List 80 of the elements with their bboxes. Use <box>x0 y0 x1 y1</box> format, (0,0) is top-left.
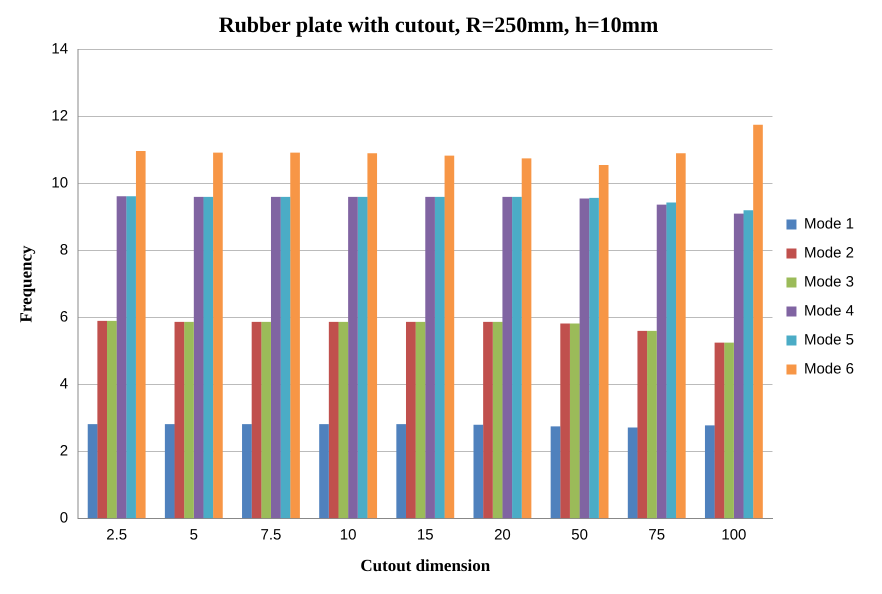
bar <box>724 342 734 518</box>
bar <box>88 424 98 518</box>
bar <box>270 196 281 518</box>
bar <box>280 196 290 518</box>
bar <box>704 425 715 518</box>
x-tick-label: 2.5 <box>106 526 128 544</box>
y-tick-label: 12 <box>51 108 68 125</box>
bar <box>676 153 686 518</box>
y-tick-label: 0 <box>60 510 68 527</box>
bar <box>348 196 358 518</box>
x-tick-label: 20 <box>494 526 511 544</box>
x-tick-label: 75 <box>648 526 666 544</box>
bar <box>734 214 744 518</box>
bar <box>261 322 271 518</box>
bar <box>396 424 406 518</box>
x-axis-title: Cutout dimension <box>360 556 491 576</box>
legend-label: Mode 3 <box>804 274 854 291</box>
y-tick-label: 8 <box>60 242 68 259</box>
legend-label: Mode 4 <box>804 302 854 320</box>
y-axis-title: Frequency <box>16 244 36 323</box>
x-tick-label: 50 <box>571 526 588 544</box>
x-tick-label: 7.5 <box>260 526 282 544</box>
bar <box>550 426 560 518</box>
bar <box>744 210 754 518</box>
bar <box>628 427 638 518</box>
y-tick-label: 10 <box>51 174 68 192</box>
bar <box>598 165 609 518</box>
bar <box>290 152 300 518</box>
bar <box>656 204 666 518</box>
bar <box>637 330 648 518</box>
bar <box>319 424 329 518</box>
bar <box>203 196 214 518</box>
bar <box>194 196 204 518</box>
bar <box>242 424 252 518</box>
bar <box>328 322 338 518</box>
y-tick-label: 2 <box>60 442 68 460</box>
bar <box>213 152 223 518</box>
bar <box>753 124 763 518</box>
x-tick-label: 10 <box>340 526 356 544</box>
bar <box>714 342 724 518</box>
bar <box>502 196 512 518</box>
bar <box>252 322 262 518</box>
legend-label: Mode 1 <box>804 216 854 233</box>
bar <box>116 196 126 518</box>
bar <box>184 322 194 518</box>
bar <box>174 322 184 518</box>
bar <box>107 320 117 518</box>
bar <box>666 202 676 518</box>
bar <box>358 196 368 518</box>
bar <box>136 150 146 518</box>
bar <box>483 322 493 518</box>
bar <box>522 158 532 518</box>
bar <box>474 424 484 518</box>
chart-title: Rubber plate with cutout, R=250mm, h=10mm <box>218 12 658 37</box>
bar <box>406 322 416 518</box>
legend-label: Mode 2 <box>804 244 854 262</box>
bar <box>444 156 454 518</box>
bar <box>164 424 175 518</box>
x-tick-label: 5 <box>190 526 198 544</box>
bar <box>416 322 426 518</box>
x-tick-label: 100 <box>721 526 746 544</box>
bar <box>560 324 570 518</box>
bar <box>338 322 348 518</box>
bar <box>126 196 136 518</box>
x-tick-label: 15 <box>416 526 434 544</box>
bar <box>97 320 108 518</box>
legend-label: Mode 6 <box>804 360 854 378</box>
bar <box>589 198 599 518</box>
bar <box>647 330 657 518</box>
bar <box>570 324 580 518</box>
legend-label: Mode 5 <box>804 332 854 349</box>
y-tick-label: 4 <box>60 376 68 393</box>
y-tick-label: 6 <box>60 308 68 326</box>
bar <box>492 322 502 518</box>
bar <box>367 153 378 518</box>
bar <box>425 196 435 518</box>
y-tick-label: 14 <box>51 40 68 58</box>
bar <box>434 196 445 518</box>
bar <box>580 198 590 518</box>
bar <box>512 196 522 518</box>
